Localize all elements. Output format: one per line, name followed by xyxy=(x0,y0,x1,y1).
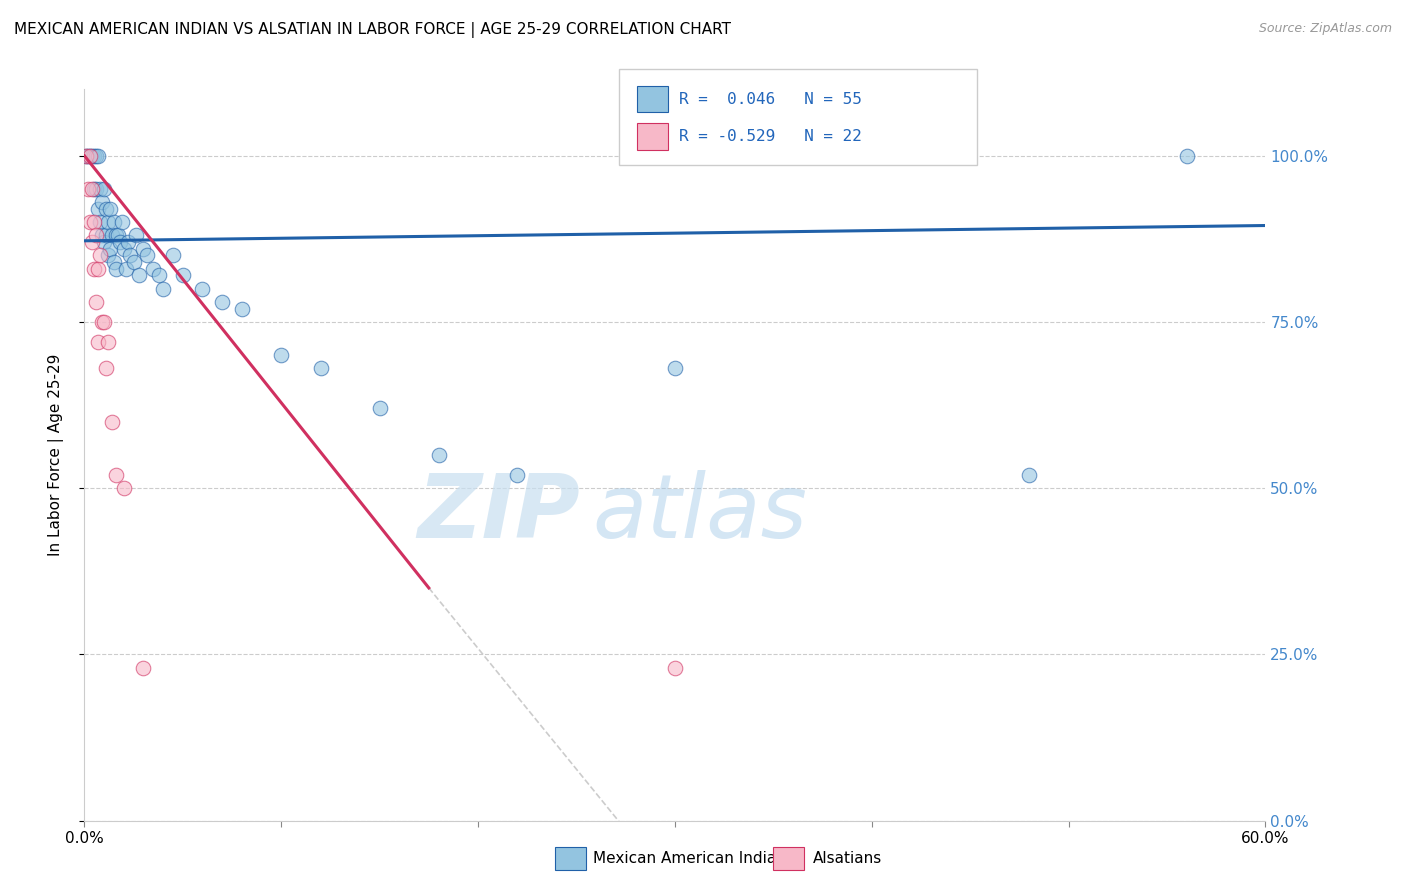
Point xyxy=(117,235,139,249)
Point xyxy=(162,248,184,262)
Point xyxy=(211,295,233,310)
Point xyxy=(231,301,253,316)
Point xyxy=(148,268,170,283)
Point xyxy=(128,268,150,283)
Point xyxy=(89,215,111,229)
Point xyxy=(93,315,115,329)
Point xyxy=(98,242,121,256)
Text: R = -0.529   N = 22: R = -0.529 N = 22 xyxy=(679,129,862,144)
Point xyxy=(82,182,104,196)
Point xyxy=(107,228,129,243)
Point xyxy=(152,282,174,296)
Text: atlas: atlas xyxy=(592,470,807,557)
Point xyxy=(114,261,136,276)
Point xyxy=(136,248,159,262)
Point xyxy=(91,315,114,329)
Point xyxy=(132,242,155,256)
Point xyxy=(172,268,194,283)
Point xyxy=(79,149,101,163)
Point xyxy=(89,182,111,196)
Point xyxy=(91,228,114,243)
Point xyxy=(104,467,127,482)
Point xyxy=(112,481,135,495)
Point xyxy=(83,215,105,229)
Point xyxy=(191,282,214,296)
Text: Source: ZipAtlas.com: Source: ZipAtlas.com xyxy=(1258,22,1392,36)
Point xyxy=(1175,149,1198,163)
Point xyxy=(87,149,110,163)
Point xyxy=(142,261,165,276)
Point xyxy=(103,255,125,269)
Point xyxy=(77,182,100,196)
Point xyxy=(82,149,104,163)
Y-axis label: In Labor Force | Age 25-29: In Labor Force | Age 25-29 xyxy=(48,354,63,556)
Point xyxy=(87,261,110,276)
Point xyxy=(664,361,686,376)
Point xyxy=(94,228,117,243)
Point xyxy=(83,261,105,276)
Point xyxy=(75,149,97,163)
Point xyxy=(104,228,127,243)
Point xyxy=(118,248,141,262)
Point xyxy=(270,348,292,362)
Point xyxy=(89,248,111,262)
Text: Mexican American Indians: Mexican American Indians xyxy=(593,851,794,865)
Point xyxy=(97,215,120,229)
Point xyxy=(124,228,146,243)
Point xyxy=(664,661,686,675)
Point xyxy=(87,334,110,349)
Point xyxy=(93,235,115,249)
Text: Alsatians: Alsatians xyxy=(813,851,882,865)
Point xyxy=(83,182,105,196)
Point xyxy=(108,235,131,249)
Point xyxy=(122,255,145,269)
Point xyxy=(79,215,101,229)
Point xyxy=(91,195,114,210)
Point xyxy=(84,182,107,196)
Point xyxy=(84,228,107,243)
Point xyxy=(506,467,529,482)
Point xyxy=(427,448,450,462)
Point xyxy=(97,334,120,349)
Point xyxy=(101,415,124,429)
Point xyxy=(309,361,332,376)
Point xyxy=(111,215,134,229)
Text: MEXICAN AMERICAN INDIAN VS ALSATIAN IN LABOR FORCE | AGE 25-29 CORRELATION CHART: MEXICAN AMERICAN INDIAN VS ALSATIAN IN L… xyxy=(14,22,731,38)
Point xyxy=(93,182,115,196)
Point xyxy=(112,242,135,256)
Point xyxy=(87,202,110,216)
Point xyxy=(77,149,100,163)
Point xyxy=(101,228,124,243)
Point xyxy=(103,215,125,229)
Point xyxy=(104,261,127,276)
Text: R =  0.046   N = 55: R = 0.046 N = 55 xyxy=(679,92,862,106)
Point xyxy=(98,202,121,216)
Point xyxy=(79,149,101,163)
Point xyxy=(82,235,104,249)
Point xyxy=(83,149,105,163)
Point xyxy=(75,149,97,163)
Point xyxy=(1018,467,1040,482)
Point xyxy=(132,661,155,675)
Point xyxy=(94,361,117,376)
Point xyxy=(84,149,107,163)
Point xyxy=(84,295,107,310)
Point xyxy=(368,401,391,416)
Text: ZIP: ZIP xyxy=(418,470,581,557)
Point xyxy=(97,248,120,262)
Point xyxy=(94,202,117,216)
